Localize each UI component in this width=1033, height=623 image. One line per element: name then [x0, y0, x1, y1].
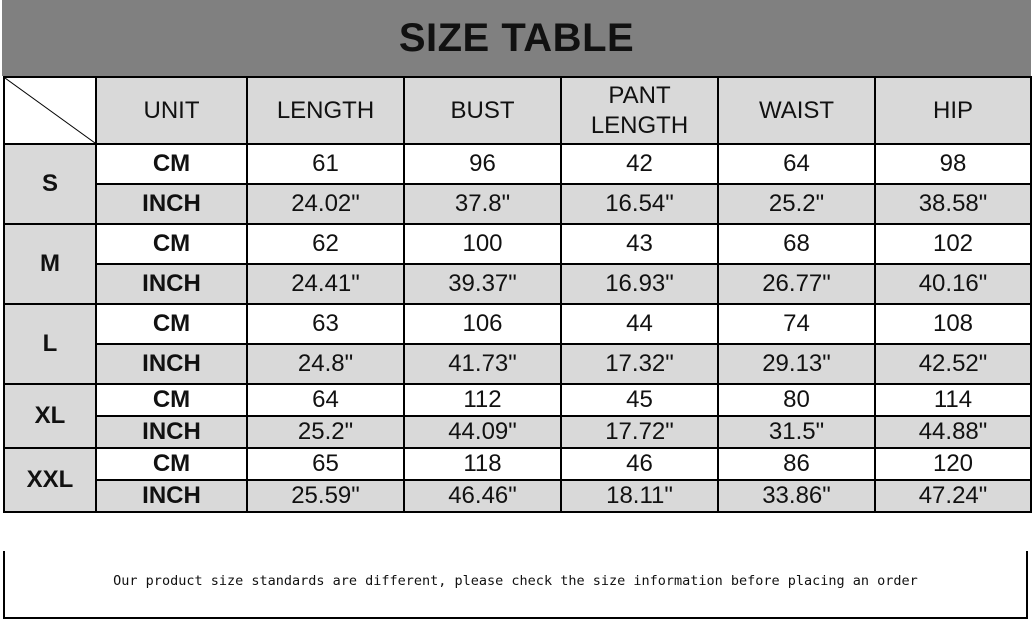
header-row: UNIT LENGTH BUST PANT LENGTH WAIST HIP [3, 76, 1032, 145]
table-row: INCH 24.41" 39.37" 16.93" 26.77" 40.16" [4, 263, 1032, 305]
measurement-cell: 64 [246, 383, 405, 417]
unit-cell: CM [95, 223, 248, 265]
measurement-cell: 17.72" [560, 415, 719, 449]
header-hip: HIP [874, 76, 1032, 145]
measurement-cell: 62 [246, 223, 405, 265]
size-label: M [3, 223, 97, 305]
measurement-cell: 40.16" [874, 263, 1032, 305]
measurement-cell: 24.8" [246, 343, 405, 385]
measurement-cell: 33.86" [717, 479, 876, 513]
measurement-cell: 102 [874, 223, 1032, 265]
measurement-cell: 39.37" [403, 263, 562, 305]
measurement-cell: 25.59" [246, 479, 405, 513]
measurement-cell: 64 [717, 143, 876, 185]
unit-cell: INCH [95, 183, 248, 225]
measurement-cell: 16.54" [560, 183, 719, 225]
measurement-cell: 38.58" [874, 183, 1032, 225]
table-row: INCH 24.02" 37.8" 16.54" 25.2" 38.58" [4, 183, 1032, 225]
size-label: XXL [3, 447, 97, 513]
unit-cell: CM [95, 143, 248, 185]
header-bust: BUST [403, 76, 562, 145]
table-row: INCH 25.2" 44.09" 17.72" 31.5" 44.88" [4, 415, 1032, 449]
size-label: XL [3, 383, 97, 449]
measurement-cell: 114 [874, 383, 1032, 417]
measurement-cell: 24.41" [246, 263, 405, 305]
measurement-cell: 96 [403, 143, 562, 185]
measurement-cell: 44 [560, 303, 719, 345]
header-pant-length: PANT LENGTH [560, 76, 719, 145]
measurement-cell: 112 [403, 383, 562, 417]
measurement-cell: 31.5" [717, 415, 876, 449]
header-unit: UNIT [95, 76, 248, 145]
measurement-cell: 44.88" [874, 415, 1032, 449]
measurement-cell: 43 [560, 223, 719, 265]
measurement-cell: 17.32" [560, 343, 719, 385]
unit-cell: CM [95, 447, 248, 481]
measurement-cell: 68 [717, 223, 876, 265]
page-title: SIZE TABLE [2, 0, 1031, 76]
size-label: S [3, 143, 97, 225]
measurement-cell: 25.2" [717, 183, 876, 225]
size-label: L [3, 303, 97, 385]
measurement-cell: 118 [403, 447, 562, 481]
measurement-cell: 74 [717, 303, 876, 345]
measurement-cell: 46 [560, 447, 719, 481]
measurement-cell: 86 [717, 447, 876, 481]
measurement-cell: 98 [874, 143, 1032, 185]
measurement-cell: 42 [560, 143, 719, 185]
measurement-cell: 37.8" [403, 183, 562, 225]
table-row: L CM 63 106 44 74 108 [3, 303, 1032, 385]
measurement-cell: 63 [246, 303, 405, 345]
unit-cell: CM [95, 383, 248, 417]
measurement-cell: 24.02" [246, 183, 405, 225]
table-row: XXL CM 65 118 46 86 120 [3, 447, 1032, 513]
measurement-cell: 61 [246, 143, 405, 185]
unit-cell: INCH [95, 343, 248, 385]
unit-cell: INCH [95, 415, 248, 449]
measurement-cell: 42.52" [874, 343, 1032, 385]
table-row: M CM 62 100 43 68 102 [3, 223, 1032, 305]
table-row: S CM 61 96 42 64 98 [3, 143, 1032, 225]
unit-cell: INCH [95, 479, 248, 513]
measurement-cell: 47.24" [874, 479, 1032, 513]
table-row: INCH 24.8" 41.73" 17.32" 29.13" 42.52" [4, 343, 1032, 385]
measurement-cell: 18.11" [560, 479, 719, 513]
measurement-cell: 46.46" [403, 479, 562, 513]
footer-note: Our product size standards are different… [3, 551, 1028, 619]
measurement-cell: 108 [874, 303, 1032, 345]
unit-cell: INCH [95, 263, 248, 305]
measurement-cell: 25.2" [246, 415, 405, 449]
measurement-cell: 41.73" [403, 343, 562, 385]
table-row: INCH 25.59" 46.46" 18.11" 33.86" 47.24" [4, 479, 1032, 513]
measurement-cell: 120 [874, 447, 1032, 481]
unit-cell: CM [95, 303, 248, 345]
measurement-cell: 29.13" [717, 343, 876, 385]
measurement-cell: 16.93" [560, 263, 719, 305]
measurement-cell: 26.77" [717, 263, 876, 305]
measurement-cell: 44.09" [403, 415, 562, 449]
measurement-cell: 65 [246, 447, 405, 481]
measurement-cell: 106 [403, 303, 562, 345]
table-row: XL CM 64 112 45 80 114 [3, 383, 1032, 449]
measurement-cell: 45 [560, 383, 719, 417]
corner-cell [3, 76, 97, 145]
size-table: UNIT LENGTH BUST PANT LENGTH WAIST HIP S… [3, 76, 1032, 513]
header-waist: WAIST [717, 76, 876, 145]
measurement-cell: 100 [403, 223, 562, 265]
header-length: LENGTH [246, 76, 405, 145]
measurement-cell: 80 [717, 383, 876, 417]
diagonal-line-icon [5, 78, 95, 143]
